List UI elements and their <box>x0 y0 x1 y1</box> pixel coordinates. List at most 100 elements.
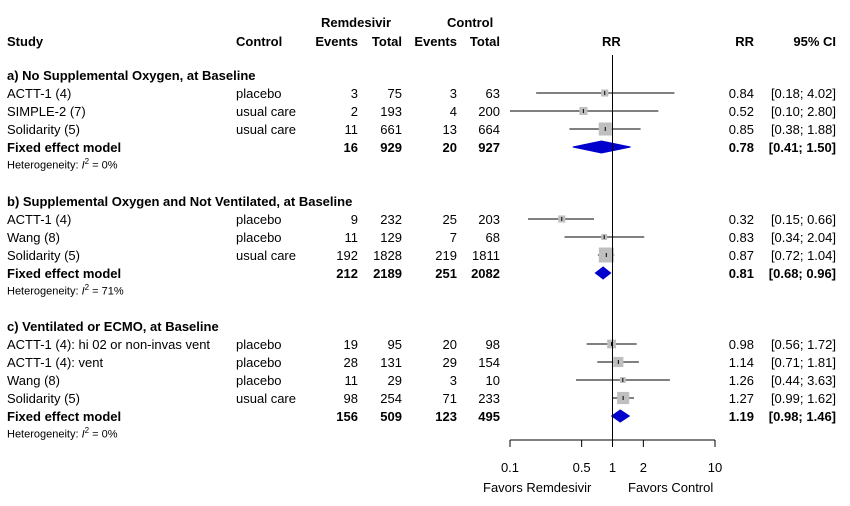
rr-value: 0.84 <box>728 86 754 101</box>
summary-total-remdesivir: 2189 <box>373 266 402 281</box>
summary-ci-value: [0.98; 1.46] <box>768 409 836 424</box>
events-control: 7 <box>449 230 457 245</box>
rr-value: 1.14 <box>728 355 754 370</box>
total-control: 154 <box>478 355 500 370</box>
ci-value: [0.71; 1.81] <box>770 355 836 370</box>
fixed-effect-label: Fixed effect model <box>7 409 122 424</box>
ci-value: [0.56; 1.72] <box>770 337 836 352</box>
total-remdesivir: 193 <box>380 104 402 119</box>
events-remdesivir: 3 <box>350 86 358 101</box>
study-name: ACTT-1 (4) <box>7 86 72 101</box>
total-control: 203 <box>478 212 500 227</box>
events-control: 219 <box>435 248 457 263</box>
control-type: usual care <box>236 248 296 263</box>
heterogeneity-text: Heterogeneity: I2 = 0% <box>7 157 118 172</box>
events-control: 4 <box>449 104 457 119</box>
summary-total-control: 495 <box>478 409 500 424</box>
header-group-remdesivir: Remdesivir <box>321 15 392 30</box>
rr-value: 0.85 <box>728 122 754 137</box>
events-remdesivir: 11 <box>344 373 359 388</box>
study-name: ACTT-1 (4): vent <box>7 355 104 370</box>
summary-ci-value: [0.68; 0.96] <box>768 266 836 281</box>
total-control: 1811 <box>472 248 500 263</box>
rr-value: 1.26 <box>728 373 754 388</box>
total-control: 68 <box>485 230 500 245</box>
section-title: c) Ventilated or ECMO, at Baseline <box>7 319 219 334</box>
section-title: b) Supplemental Oxygen and Not Ventilate… <box>7 194 353 209</box>
summary-events-control: 251 <box>435 266 457 281</box>
total-remdesivir: 1828 <box>373 248 402 263</box>
study-name: ACTT-1 (4): hi 02 or non-invas vent <box>7 337 211 352</box>
events-control: 29 <box>442 355 457 370</box>
x-axis-tick-label: 0.1 <box>500 460 520 475</box>
total-remdesivir: 129 <box>380 230 402 245</box>
events-control: 20 <box>442 337 457 352</box>
total-remdesivir: 661 <box>380 122 402 137</box>
header-plot-rr: RR <box>602 34 621 49</box>
header-events-remdesivir: Events <box>315 34 358 49</box>
header-study: Study <box>7 34 44 49</box>
total-remdesivir: 232 <box>380 212 402 227</box>
rr-value: 0.83 <box>728 230 754 245</box>
events-control: 13 <box>442 122 457 137</box>
events-control: 3 <box>449 86 457 101</box>
ci-value: [0.34; 2.04] <box>770 230 836 245</box>
events-control: 71 <box>442 391 457 406</box>
summary-events-remdesivir: 212 <box>336 266 358 281</box>
header-rr: RR <box>735 34 754 49</box>
section-title: a) No Supplemental Oxygen, at Baseline <box>7 68 256 83</box>
events-remdesivir: 9 <box>350 212 358 227</box>
control-type: placebo <box>236 355 282 370</box>
control-type: usual care <box>236 122 296 137</box>
header-events-control: Events <box>414 34 457 49</box>
total-control: 10 <box>485 373 500 388</box>
summary-total-remdesivir: 509 <box>380 409 402 424</box>
summary-diamond <box>572 140 631 154</box>
favors-remdesivir-label: Favors Remdesivir <box>483 480 592 495</box>
control-type: usual care <box>236 104 296 119</box>
control-type: placebo <box>236 337 282 352</box>
events-remdesivir: 28 <box>343 355 358 370</box>
header-control: Control <box>236 34 283 49</box>
total-remdesivir: 254 <box>380 391 402 406</box>
rr-value: 0.87 <box>728 248 754 263</box>
study-name: ACTT-1 (4) <box>7 212 72 227</box>
total-remdesivir: 95 <box>387 337 402 352</box>
events-remdesivir: 98 <box>343 391 358 406</box>
events-remdesivir: 192 <box>336 248 358 263</box>
heterogeneity-text: Heterogeneity: I2 = 0% <box>7 426 118 441</box>
summary-events-control: 123 <box>435 409 457 424</box>
heterogeneity-text: Heterogeneity: I2 = 71% <box>7 283 124 298</box>
control-type: usual care <box>236 391 296 406</box>
fixed-effect-label: Fixed effect model <box>7 140 122 155</box>
summary-diamond <box>594 266 612 280</box>
total-remdesivir: 75 <box>387 86 402 101</box>
study-name: Solidarity (5) <box>7 122 80 137</box>
control-type: placebo <box>236 373 282 388</box>
ci-value: [0.38; 1.88] <box>770 122 836 137</box>
control-type: placebo <box>236 86 282 101</box>
total-control: 200 <box>478 104 500 119</box>
total-control: 98 <box>485 337 500 352</box>
total-control: 63 <box>485 86 500 101</box>
events-remdesivir: 19 <box>343 337 358 352</box>
ci-value: [0.44; 3.63] <box>770 373 836 388</box>
control-type: placebo <box>236 230 282 245</box>
events-remdesivir: 11 <box>344 122 359 137</box>
ci-value: [0.10; 2.80] <box>770 104 836 119</box>
rr-value: 0.52 <box>728 104 754 119</box>
events-control: 25 <box>442 212 457 227</box>
summary-total-control: 2082 <box>471 266 500 281</box>
study-name: Wang (8) <box>7 230 60 245</box>
study-name: Solidarity (5) <box>7 248 80 263</box>
x-axis-tick-label: 1 <box>608 460 617 475</box>
ci-value: [0.18; 4.02] <box>770 86 836 101</box>
study-name: Wang (8) <box>7 373 60 388</box>
summary-rr-value: 1.19 <box>728 409 754 424</box>
events-remdesivir: 11 <box>344 230 359 245</box>
header-total-control: Total <box>469 34 500 49</box>
total-control: 233 <box>478 391 500 406</box>
summary-total-control: 927 <box>478 140 500 155</box>
summary-events-remdesivir: 156 <box>336 409 358 424</box>
